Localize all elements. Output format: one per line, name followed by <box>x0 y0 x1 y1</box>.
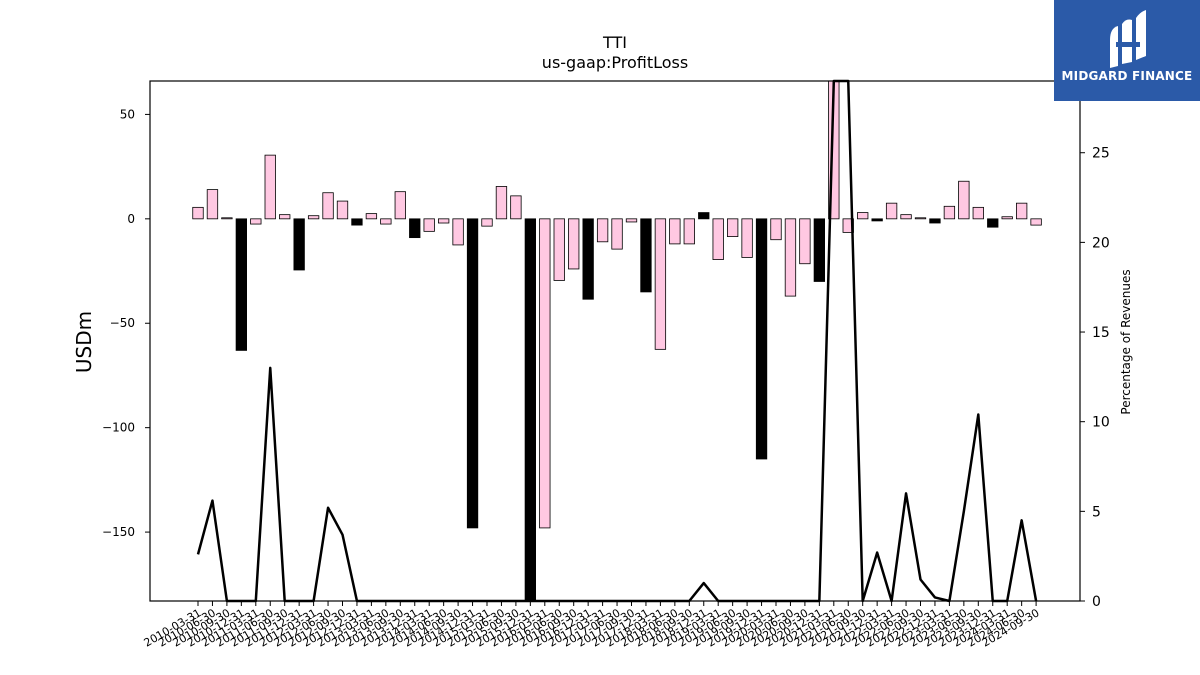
y-tick-label: 50 <box>120 107 135 121</box>
bar-2010-12-31 <box>235 218 248 351</box>
bar-2020-12-31 <box>813 218 825 282</box>
y2-tick-label: 20 <box>1092 235 1110 251</box>
y2-tick-label: 15 <box>1092 325 1110 341</box>
line-series <box>196 79 1038 603</box>
bar-2024-09-30 <box>1030 218 1042 226</box>
y-axis-label: USDm <box>72 311 96 373</box>
chart-subtitle: us-gaap:ProfitLoss <box>542 53 688 72</box>
bar-2014-06-30 <box>437 218 450 224</box>
bar-2018-03-31 <box>654 218 667 350</box>
plot-frame <box>149 80 1081 602</box>
bar-2013-12-31 <box>409 218 421 239</box>
bar-2023-09-30 <box>972 206 984 220</box>
bar-2018-12-31 <box>698 212 710 220</box>
bar-2014-03-31 <box>423 218 435 232</box>
bar-2017-03-31 <box>596 218 609 243</box>
bar-2016-12-31 <box>582 218 594 300</box>
bar-2011-09-30 <box>279 214 291 220</box>
y2-tick-label: 25 <box>1092 146 1110 162</box>
bar-2022-06-30 <box>900 214 912 220</box>
y2-axis-label: Percentage of Revenues <box>1119 269 1133 414</box>
bar-2015-06-30 <box>495 186 508 220</box>
bar-2012-09-30 <box>336 200 349 220</box>
y-tick-label: 0 <box>127 212 135 226</box>
bar-2016-09-30 <box>568 218 580 270</box>
bar-2024-03-31 <box>1001 216 1013 220</box>
bar-2022-03-31 <box>885 202 898 220</box>
y2-tick-label: 10 <box>1092 415 1110 431</box>
y-tick-label: −50 <box>110 316 135 330</box>
bar-2012-12-31 <box>351 218 363 226</box>
bar-2017-12-31 <box>640 218 652 293</box>
bar-2021-09-30 <box>857 212 869 220</box>
y-ticks-group: 50 0 −50 −100 −150 <box>102 107 150 539</box>
bar-2015-09-30 <box>510 195 522 220</box>
y2-ticks-group: 0 5 10 15 20 25 <box>1080 146 1110 610</box>
bar-2011-06-30 <box>264 154 276 220</box>
bar-2010-06-30 <box>206 189 219 220</box>
bar-2019-03-31 <box>712 218 724 260</box>
y-tick-label: −150 <box>102 525 135 539</box>
midgard-logo-icon <box>1110 10 1146 68</box>
bar-2010-03-31 <box>192 206 204 220</box>
bar-2010-09-30 <box>221 217 233 220</box>
bar-2013-06-30 <box>380 218 392 225</box>
bar-2024-06-30 <box>1016 202 1028 220</box>
bar-2014-12-31 <box>466 218 479 529</box>
bar-2017-09-30 <box>625 218 638 223</box>
bar-2015-12-31 <box>524 218 536 602</box>
y2-tick-label: 0 <box>1092 594 1101 610</box>
bar-2023-06-30 <box>958 180 970 220</box>
bar-2020-09-30 <box>799 218 811 265</box>
bar-2020-06-30 <box>784 218 797 297</box>
bar-2018-06-30 <box>669 218 681 245</box>
bar-2011-12-31 <box>293 218 305 271</box>
axes-group <box>149 80 1081 602</box>
bar-2019-09-30 <box>741 218 753 258</box>
bar-2015-03-31 <box>481 218 493 227</box>
y-tick-label: −100 <box>102 421 135 435</box>
bar-2011-03-31 <box>250 218 262 225</box>
bar-2012-06-30 <box>322 192 334 220</box>
logo-text: MIDGARD FINANCE <box>1061 69 1193 83</box>
bars-group <box>192 80 1042 602</box>
y2-tick-label: 5 <box>1092 504 1101 520</box>
bar-2017-06-30 <box>611 218 623 250</box>
bar-2021-12-31 <box>871 218 883 222</box>
bar-2018-09-30 <box>683 218 695 245</box>
x-ticks-group: 2010-03-312010-06-302010-09-302010-12-31… <box>142 601 1042 650</box>
bar-2013-03-31 <box>365 213 378 220</box>
bar-2020-03-31 <box>770 218 782 241</box>
bar-2014-09-30 <box>452 218 464 246</box>
bar-2022-09-30 <box>914 217 927 220</box>
bar-2022-12-31 <box>929 218 941 224</box>
bar-2013-09-30 <box>394 191 406 220</box>
bar-2019-06-30 <box>727 218 739 237</box>
chart-title: TTI <box>602 33 627 52</box>
bar-2016-03-31 <box>539 218 551 529</box>
bar-2023-03-31 <box>943 205 956 220</box>
bar-2023-12-31 <box>987 218 999 228</box>
line-group <box>196 79 1038 603</box>
brand-logo: MIDGARD FINANCE <box>1054 0 1200 101</box>
bar-2019-12-31 <box>755 218 768 460</box>
bar-2012-03-31 <box>307 215 320 220</box>
bar-2016-06-30 <box>553 218 565 281</box>
